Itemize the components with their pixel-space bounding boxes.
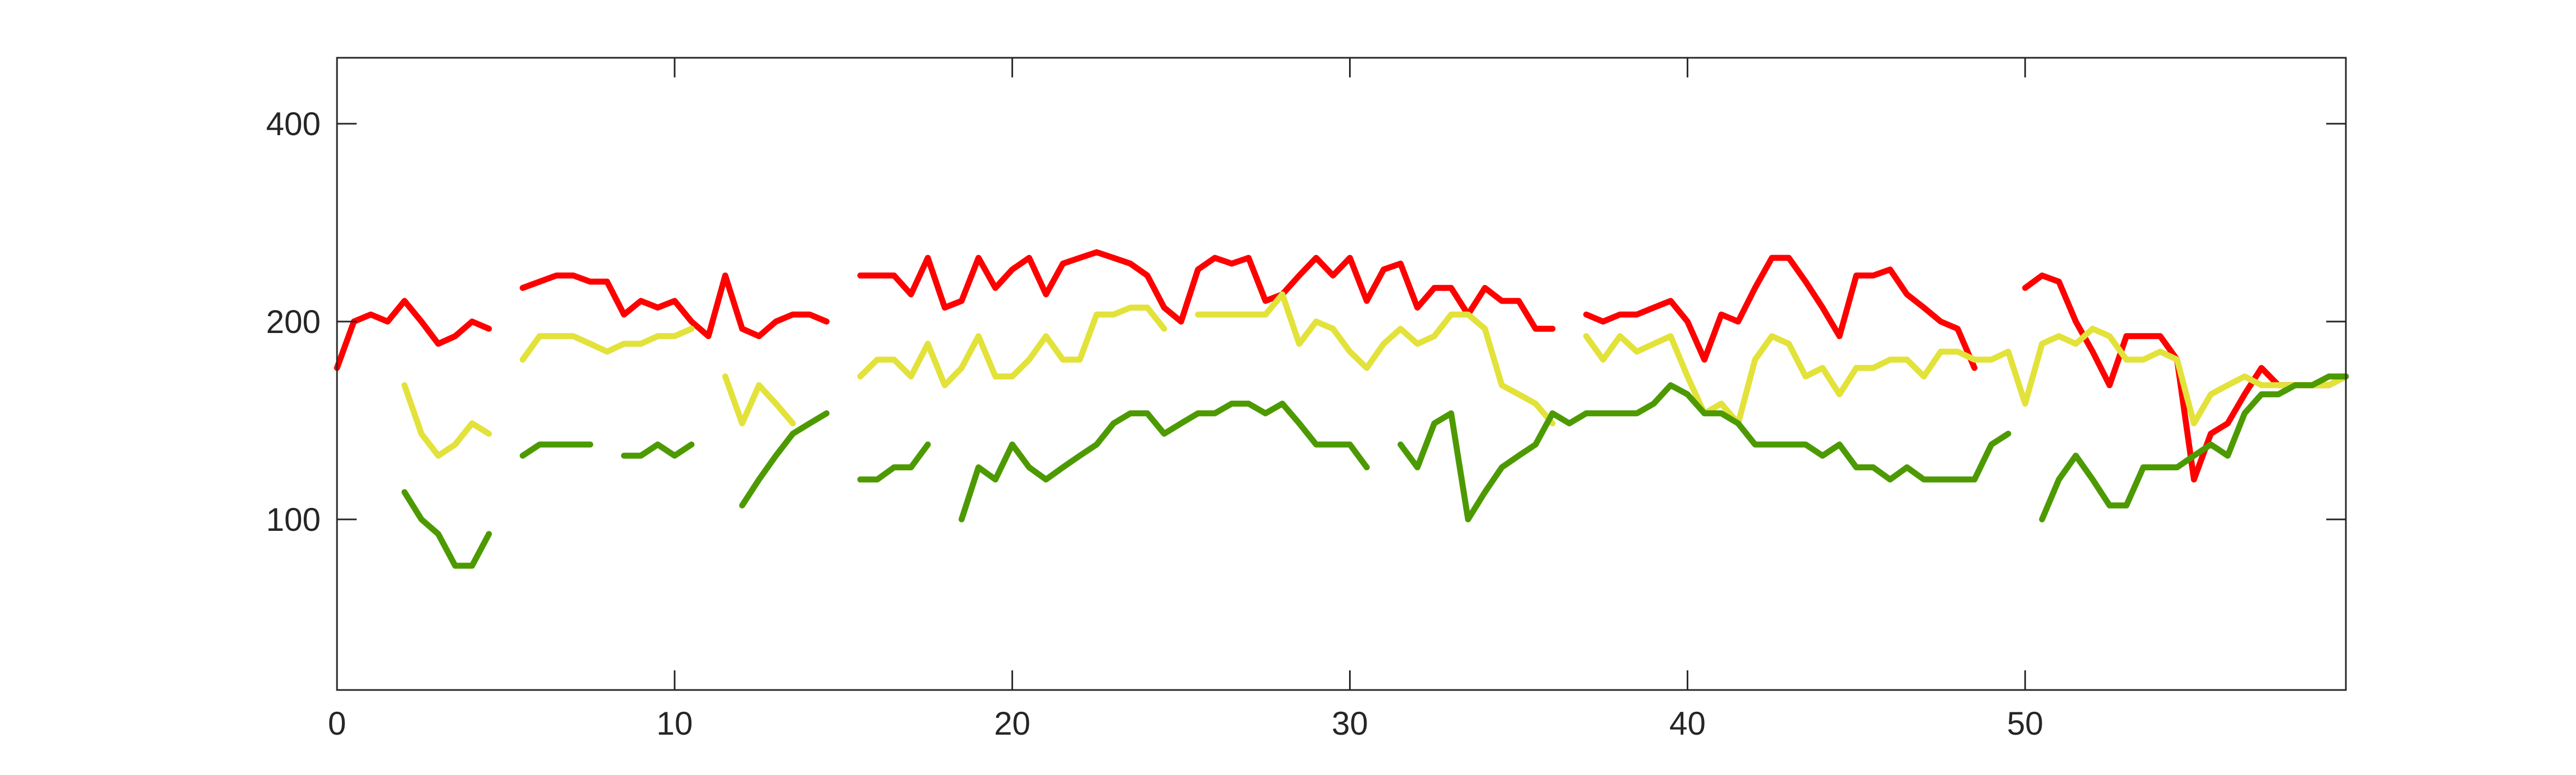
x-tick-label: 50 (2007, 705, 2043, 742)
data-line (401, 373, 2349, 569)
x-tick-label: 10 (657, 705, 693, 742)
y-tick-label: 100 (266, 501, 321, 538)
x-tick-label: 20 (994, 705, 1031, 742)
y-tick-label: 400 (266, 106, 321, 142)
x-tick-label: 0 (328, 705, 346, 742)
y-tick-label: 200 (266, 304, 321, 340)
x-tick-label: 40 (1669, 705, 1706, 742)
axes-box (336, 57, 2347, 691)
data-line (334, 249, 2349, 483)
x-tick-label: 30 (1332, 705, 1368, 742)
data-line (401, 291, 2349, 459)
